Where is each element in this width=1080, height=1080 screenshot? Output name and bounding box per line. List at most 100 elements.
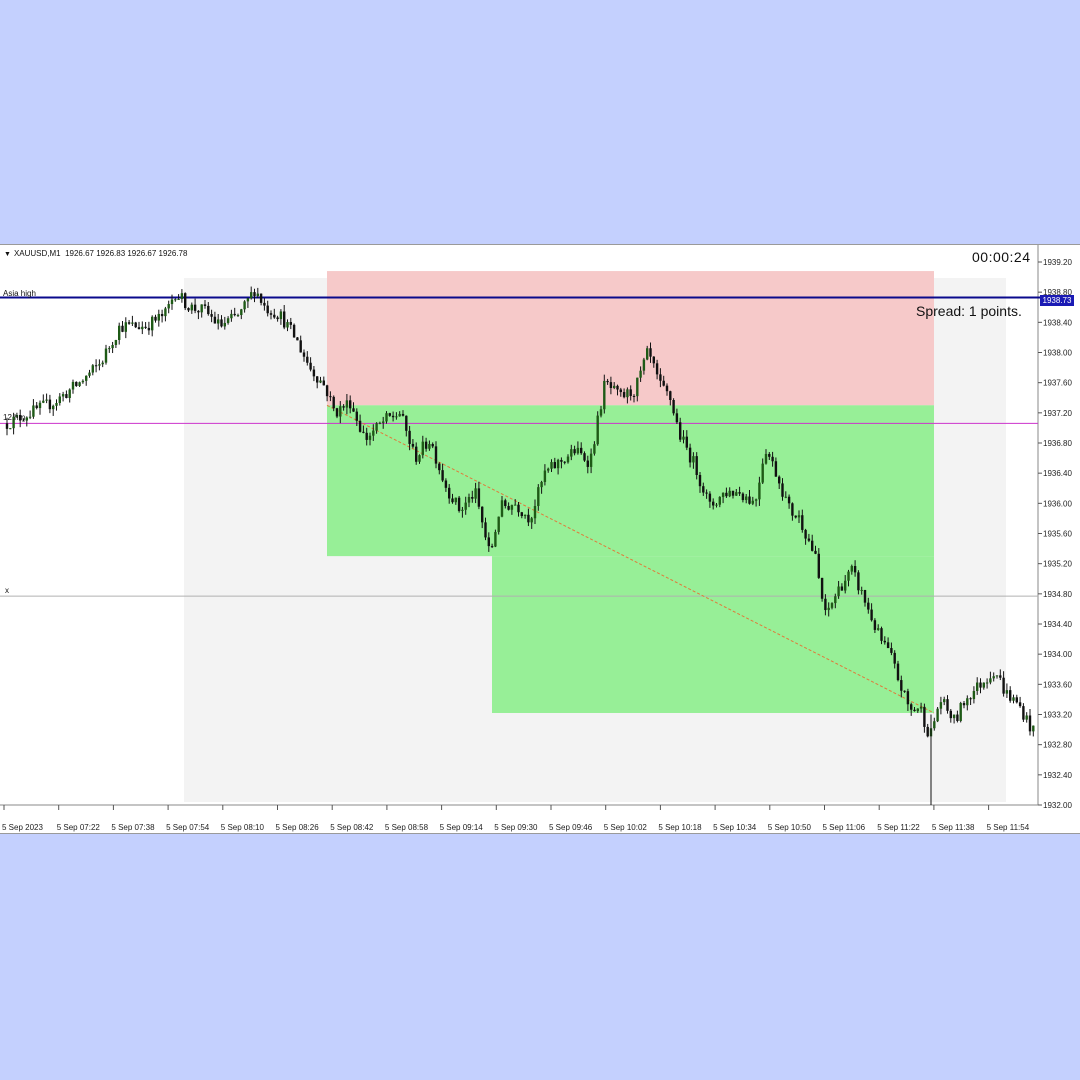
candle-body [837,586,840,597]
price-tick-label: 1936.00 [1043,499,1072,508]
candle-body [372,430,375,436]
candle-body [398,413,401,417]
candle-body [415,446,418,462]
candle-body [669,391,672,400]
price-chart[interactable]: 1939.20 1938.80 1938.40 1938.00 1937.60 1937.… [0,245,1080,835]
candle-body [279,311,283,320]
price-tick-label: 1936.40 [1043,469,1072,478]
candle-body [910,704,913,710]
reward-zone-lower [492,556,934,713]
candle-body [25,417,28,421]
candle-body [580,447,583,454]
candle-body [642,359,646,371]
risk-zone [327,271,934,406]
candle-body [441,470,444,481]
candle-body [731,490,735,496]
time-tick-label: 5 Sep 10:50 [768,823,812,832]
candle-body [223,322,226,327]
dropdown-arrow-icon[interactable]: ▼ [4,251,11,258]
candle-body [375,423,378,431]
candle-body [741,493,745,501]
candle-body [101,362,104,365]
candle-body [217,319,220,324]
candle-body [81,380,85,383]
candle-body [890,648,893,653]
candle-body [916,708,919,712]
candle-body [969,698,972,700]
level-x-label: x [5,586,9,595]
candle-timer: 00:00:24 [972,249,1031,265]
candle-body [646,348,649,360]
candle-body [936,708,939,722]
candle-body [725,492,728,497]
candle-body [71,381,75,390]
candle-body [127,322,131,324]
candle-body [395,416,398,418]
price-tick-label: 1935.20 [1043,560,1072,569]
candle-body [65,394,68,398]
time-axis: 5 Sep 2023 5 Sep 07:22 5 Sep 07:38 5 Sep 07… [2,805,1030,832]
candle-body [490,546,494,548]
candle-body [738,492,741,494]
candle-body [566,456,570,463]
candle-body [919,706,923,709]
candle-body [15,414,19,417]
candles-group [5,286,1035,805]
candle-body [632,395,636,397]
candle-body [58,396,61,404]
candle-body [903,690,906,692]
candle-body [959,703,962,721]
candle-body [952,714,956,719]
candle-body [184,293,187,309]
candle-body [332,396,335,409]
candle-body [362,431,365,433]
chart-header: ▼ XAUUSD,M1 1926.67 1926.83 1926.67 1926.… [4,249,187,258]
candle-body [500,500,504,517]
candle-body [949,710,952,719]
candle-body [972,690,976,700]
candle-body [1015,697,1018,703]
candle-body [514,504,517,506]
candle-body [12,416,15,429]
candle-body [616,385,619,390]
candle-body [857,572,860,591]
candle-body [355,411,358,421]
candle-body [870,609,873,621]
candle-body [850,566,853,572]
candle-body [45,399,48,401]
candle-body [329,396,332,398]
candle-body [174,299,177,301]
candle-body [5,423,9,429]
price-tick-label: 1934.00 [1043,650,1072,659]
candle-body [956,714,959,721]
time-tick-label: 5 Sep 11:06 [823,823,866,832]
candle-body [946,699,949,711]
price-tick-label: 1938.80 [1043,288,1072,297]
candle-body [85,375,88,381]
candle-body [428,444,431,449]
candle-body [405,415,408,431]
candle-body [758,482,761,500]
candle-body [474,488,477,499]
candle-body [797,515,801,518]
candle-body [170,299,174,305]
candle-body [431,444,434,447]
candle-body [794,515,797,518]
candle-body [438,463,441,471]
candle-body [655,363,659,375]
candle-body [448,487,451,499]
candle-body [352,408,355,412]
time-tick-label: 5 Sep 10:18 [658,823,702,832]
price-tick-label: 1933.60 [1043,680,1072,689]
candle-body [576,447,580,454]
candle-body [867,602,870,610]
candle-body [378,422,382,424]
chart-window[interactable]: 1939.20 1938.80 1938.40 1938.00 1937.60 1937.… [0,244,1080,834]
candle-body [325,385,329,397]
candle-body [705,492,708,494]
price-tick-label: 1937.60 [1043,379,1072,388]
candle-body [180,293,184,300]
trend-line[interactable] [326,404,935,714]
candle-body [137,327,141,330]
candle-body [685,436,688,448]
